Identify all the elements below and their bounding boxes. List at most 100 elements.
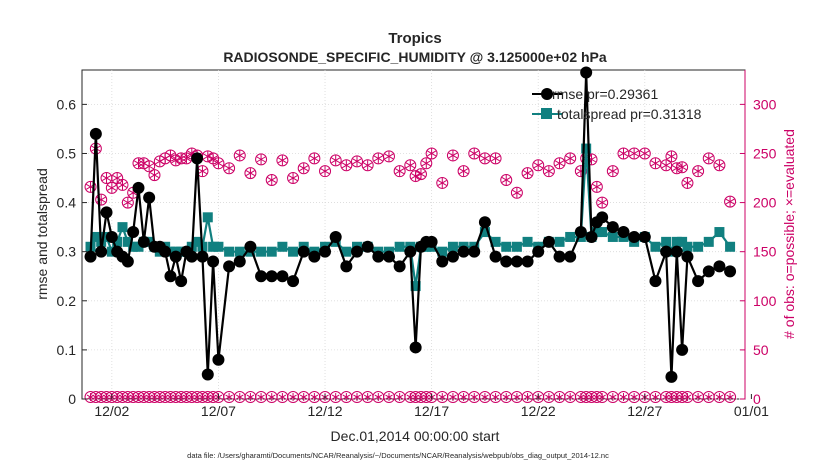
legend-rmse-label: rmse pr=0.29361 [552, 86, 658, 102]
y-tick-label: 0 [68, 391, 76, 407]
evaluated-count-marker [267, 174, 277, 185]
evaluated-stroke [363, 394, 372, 400]
evaluated-stroke [320, 168, 330, 175]
evaluated-count-marker [288, 173, 298, 184]
evaluated-zero-marker [289, 393, 297, 402]
evaluated-count-marker [149, 170, 160, 181]
evaluated-zero-marker [395, 393, 404, 402]
possible-count-marker [510, 186, 523, 199]
evaluated-stroke [112, 175, 122, 181]
totalspread-point [522, 236, 533, 247]
evaluated-count-marker [117, 179, 128, 190]
rmse-point [489, 250, 502, 263]
evaluated-stroke [618, 150, 629, 157]
totalspread-point [682, 241, 693, 252]
evaluated-zero-marker [459, 393, 468, 402]
possible-count-marker [713, 159, 726, 172]
evaluated-zero-marker [705, 393, 713, 402]
evaluated-count-marker [480, 153, 490, 164]
evaluated-count-marker [693, 166, 703, 177]
y2-tick-label: 0 [753, 391, 761, 407]
evaluated-zero-marker [598, 393, 606, 402]
rmse-point [84, 250, 97, 263]
evaluated-count-marker [245, 168, 255, 179]
evaluated-stroke [554, 160, 565, 167]
evaluated-stroke [405, 162, 415, 169]
rmse-point [681, 250, 694, 263]
evaluated-stroke [597, 199, 607, 206]
evaluated-stroke [374, 394, 383, 400]
rmse-point [564, 250, 577, 263]
totalspread-point [410, 281, 421, 292]
data-file-footer: data file: /Users/gharamti/Documents/NCA… [187, 451, 609, 460]
evaluated-zero-marker [470, 393, 479, 402]
possible-count-marker [532, 159, 545, 172]
evaluated-stroke [373, 155, 383, 162]
evaluated-zero-marker [225, 393, 233, 402]
evaluated-stroke [714, 162, 724, 169]
totalspread-point [266, 246, 277, 257]
rmse-point [287, 275, 300, 288]
x-tick-label: 12/02 [94, 403, 129, 419]
possible-count-marker [255, 153, 268, 166]
evaluated-stroke [704, 155, 714, 162]
rmse-point [191, 152, 204, 165]
rmse-point [361, 240, 374, 253]
evaluated-zero-marker [555, 393, 564, 402]
possible-count-marker [574, 165, 587, 178]
rmse-point [244, 240, 257, 253]
totalspread-point [661, 236, 672, 247]
y-tick-label: 0.3 [57, 244, 77, 260]
evaluated-count-marker [299, 163, 309, 174]
evaluated-stroke [245, 170, 255, 177]
rmse-point [393, 260, 406, 273]
evaluated-zero-marker [278, 393, 287, 402]
evaluated-count-marker [405, 160, 415, 171]
rmse-point [340, 260, 353, 273]
evaluated-zero-marker [491, 393, 500, 402]
evaluated-zero-marker [331, 393, 340, 402]
possible-count-marker [564, 152, 577, 165]
evaluated-stroke [246, 394, 255, 400]
evaluated-stroke [309, 155, 319, 162]
evaluated-stroke [449, 394, 457, 400]
possible-count-marker [340, 159, 353, 172]
evaluated-stroke [197, 168, 207, 175]
possible-count-marker [319, 165, 332, 178]
x-tick-label: 12/12 [308, 403, 343, 419]
rmse-point [105, 230, 118, 243]
evaluated-stroke [438, 394, 447, 400]
evaluated-count-marker [235, 150, 245, 161]
evaluated-count-marker [597, 197, 607, 208]
evaluated-stroke [437, 180, 447, 186]
rmse-point [500, 255, 513, 268]
evaluated-stroke [544, 168, 554, 175]
totalspread-point [479, 227, 490, 238]
evaluated-zero-marker [353, 393, 361, 402]
evaluated-zero-marker [651, 393, 660, 402]
rmse-point [175, 275, 188, 288]
x-tick-label: 12/27 [627, 403, 662, 419]
evaluated-count-marker [533, 160, 543, 171]
evaluated-zero-marker [246, 393, 255, 402]
evaluated-stroke [565, 155, 575, 162]
y-axis-label: rmse and totalspread [34, 168, 50, 300]
totalspread-point [213, 241, 224, 252]
totalspread-point [511, 241, 522, 252]
evaluated-stroke [512, 189, 522, 196]
possible-count-marker [244, 167, 257, 180]
evaluated-stroke [640, 150, 650, 157]
evaluated-stroke [267, 394, 276, 400]
evaluated-stroke [677, 164, 687, 171]
evaluated-stroke [513, 394, 521, 400]
evaluated-stroke [225, 394, 233, 400]
evaluated-stroke [705, 394, 713, 400]
totalspread-point [447, 241, 458, 252]
evaluated-stroke [267, 177, 277, 183]
evaluated-stroke [165, 152, 176, 159]
evaluated-stroke [523, 394, 532, 400]
rmse-point [628, 230, 641, 243]
evaluated-count-marker [224, 163, 234, 174]
evaluated-stroke [101, 175, 112, 181]
rmse-point [702, 265, 715, 278]
